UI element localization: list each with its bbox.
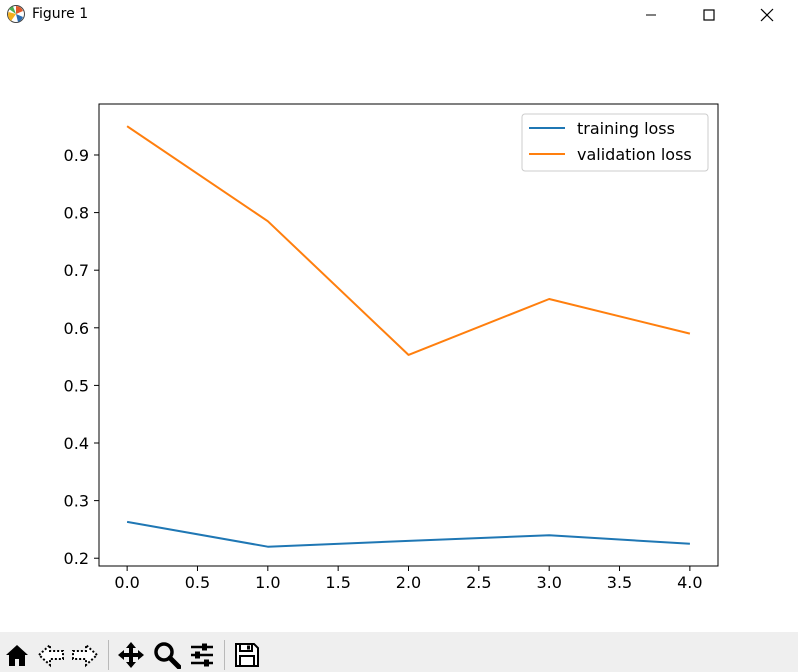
save-button[interactable]: [232, 640, 262, 670]
series-line-1: [126, 125, 691, 356]
x-tick-label: 0.5: [185, 573, 210, 592]
home-button[interactable]: [2, 640, 32, 670]
back-arrow-icon: [37, 642, 64, 668]
pan-icon: [118, 642, 144, 668]
x-tick-label: 4.0: [677, 573, 702, 592]
x-tick-label: 2.0: [396, 573, 421, 592]
toolbar-separator: [224, 640, 225, 670]
back-button[interactable]: [36, 640, 66, 670]
x-tick-label: 1.5: [325, 573, 350, 592]
maximize-button[interactable]: [680, 0, 738, 30]
zoom-icon: [154, 642, 181, 669]
zoom-button[interactable]: [152, 640, 182, 670]
title-bar: Figure 1: [0, 0, 798, 30]
save-icon: [235, 643, 259, 667]
home-icon: [6, 645, 28, 666]
forward-arrow-icon: [72, 642, 99, 668]
minimize-button[interactable]: [622, 0, 680, 30]
navigation-toolbar: [0, 632, 798, 672]
x-tick-label: 0.0: [114, 573, 139, 592]
configure-subplots-icon: [191, 643, 213, 667]
x-tick-label: 3.0: [536, 573, 561, 592]
y-tick-label: 0.9: [64, 146, 89, 165]
x-tick-label: 3.5: [607, 573, 632, 592]
figure-canvas[interactable]: 0.0 0.5 1.0 1.5 2.0 2.5 3.0 3.5 4.0 0.2 0.3 0.4 0.5 0…: [0, 30, 798, 632]
window-title: Figure 1: [32, 6, 89, 22]
legend-box: [521, 113, 709, 172]
minimize-icon: [646, 14, 656, 16]
line-chart: 0.0 0.5 1.0 1.5 2.0 2.5 3.0 3.5 4.0 0.2 0.3 0.4 0.5 0…: [64, 103, 719, 592]
y-tick-label: 0.3: [64, 492, 89, 511]
x-tick-label: 1.0: [255, 573, 280, 592]
y-tick-label: 0.5: [64, 376, 89, 395]
forward-button[interactable]: [70, 640, 100, 670]
configure-subplots-button[interactable]: [187, 640, 217, 670]
legend: training loss validation loss: [521, 113, 709, 172]
legend-label-0: training loss: [577, 119, 675, 138]
close-icon: [760, 8, 774, 22]
pan-button[interactable]: [116, 640, 146, 670]
close-button[interactable]: [738, 0, 796, 30]
y-tick-label: 0.7: [64, 261, 89, 280]
y-tick-label: 0.2: [64, 549, 89, 568]
x-tick-label: 2.5: [466, 573, 491, 592]
y-tick-label: 0.6: [64, 319, 89, 338]
series-line-0: [126, 520, 690, 548]
matplotlib-icon: [6, 4, 26, 24]
toolbar-separator: [108, 640, 109, 670]
axes-frame: [98, 103, 719, 567]
y-tick-label: 0.4: [64, 434, 89, 453]
maximize-icon: [703, 9, 715, 21]
y-tick-label: 0.8: [64, 204, 89, 223]
legend-label-1: validation loss: [577, 145, 692, 164]
